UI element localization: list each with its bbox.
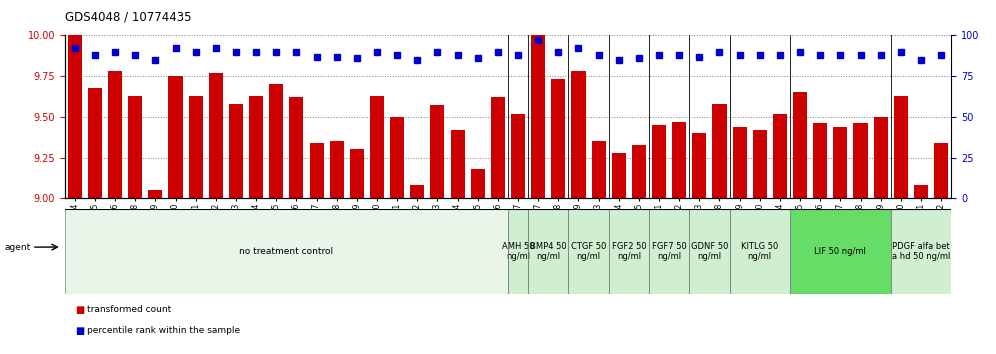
Bar	[88, 87, 102, 198]
Bar	[609, 209, 649, 294]
Bar	[873, 117, 887, 198]
Bar	[914, 185, 928, 198]
Bar	[672, 122, 686, 198]
Bar	[834, 127, 848, 198]
Bar	[410, 185, 424, 198]
Bar	[471, 169, 485, 198]
Bar	[511, 114, 525, 198]
Bar	[148, 190, 162, 198]
Bar	[631, 144, 646, 198]
Text: ■: ■	[75, 326, 84, 336]
Text: agent: agent	[5, 242, 31, 252]
Bar	[65, 209, 508, 294]
Text: LIF 50 ng/ml: LIF 50 ng/ml	[815, 247, 867, 256]
Bar	[729, 209, 790, 294]
Bar	[168, 76, 182, 198]
Text: CTGF 50
ng/ml: CTGF 50 ng/ml	[571, 242, 607, 261]
Bar	[692, 133, 706, 198]
Bar	[430, 105, 444, 198]
Bar	[531, 35, 545, 198]
Bar	[390, 117, 404, 198]
Bar	[592, 141, 606, 198]
Text: PDGF alfa bet
a hd 50 ng/ml: PDGF alfa bet a hd 50 ng/ml	[891, 242, 950, 261]
Bar	[188, 96, 203, 198]
Bar	[689, 209, 729, 294]
Bar	[793, 92, 807, 198]
Bar	[491, 97, 505, 198]
Text: BMP4 50
ng/ml: BMP4 50 ng/ml	[530, 242, 567, 261]
Text: percentile rank within the sample: percentile rank within the sample	[87, 326, 240, 336]
Bar	[269, 84, 283, 198]
Bar	[108, 71, 123, 198]
Text: FGF7 50
ng/ml: FGF7 50 ng/ml	[651, 242, 686, 261]
Text: ■: ■	[75, 305, 84, 315]
Bar	[612, 153, 625, 198]
Text: KITLG 50
ng/ml: KITLG 50 ng/ml	[741, 242, 779, 261]
Bar	[934, 143, 948, 198]
Bar	[790, 209, 890, 294]
Bar	[310, 143, 324, 198]
Bar	[712, 104, 726, 198]
Bar	[350, 149, 364, 198]
Bar	[890, 209, 951, 294]
Bar	[854, 123, 868, 198]
Bar	[330, 141, 344, 198]
Text: transformed count: transformed count	[87, 305, 171, 314]
Bar	[649, 209, 689, 294]
Bar	[733, 127, 747, 198]
Bar	[813, 123, 828, 198]
Text: GDNF 50
ng/ml: GDNF 50 ng/ml	[691, 242, 728, 261]
Bar	[450, 130, 465, 198]
Bar	[551, 79, 566, 198]
Bar	[572, 71, 586, 198]
Bar	[652, 125, 666, 198]
Bar	[569, 209, 609, 294]
Bar	[893, 96, 908, 198]
Bar	[128, 96, 142, 198]
Bar	[773, 114, 787, 198]
Bar	[290, 97, 304, 198]
Text: AMH 50
ng/ml: AMH 50 ng/ml	[502, 242, 534, 261]
Text: GDS4048 / 10774435: GDS4048 / 10774435	[65, 11, 191, 24]
Bar	[370, 96, 384, 198]
Bar	[68, 35, 82, 198]
Text: no treatment control: no treatment control	[239, 247, 334, 256]
Bar	[528, 209, 569, 294]
Bar	[753, 130, 767, 198]
Bar	[249, 96, 263, 198]
Bar	[229, 104, 243, 198]
Text: FGF2 50
ng/ml: FGF2 50 ng/ml	[612, 242, 646, 261]
Bar	[209, 73, 223, 198]
Bar	[508, 209, 528, 294]
